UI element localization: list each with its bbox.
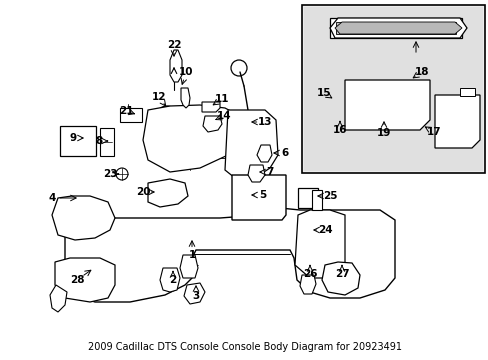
Text: 4: 4 (48, 193, 56, 203)
Bar (83, 142, 93, 153)
Bar (302, 5, 484, 173)
Text: 27: 27 (334, 269, 348, 279)
Polygon shape (257, 145, 271, 162)
Circle shape (334, 107, 345, 117)
Polygon shape (65, 208, 394, 302)
Text: 22: 22 (166, 40, 181, 50)
Bar (302, 218, 331, 232)
Polygon shape (345, 80, 429, 130)
Polygon shape (180, 255, 198, 278)
Polygon shape (181, 88, 190, 108)
Polygon shape (170, 50, 182, 82)
Circle shape (230, 60, 246, 76)
Polygon shape (183, 283, 204, 304)
Text: 7: 7 (266, 167, 273, 177)
Text: 11: 11 (214, 94, 229, 104)
Text: 9: 9 (69, 133, 77, 143)
Polygon shape (160, 268, 180, 292)
Polygon shape (329, 18, 466, 38)
Bar (63, 129, 81, 141)
Text: 15: 15 (316, 88, 330, 98)
Text: 17: 17 (426, 127, 440, 137)
Polygon shape (294, 210, 345, 278)
Text: 14: 14 (216, 111, 231, 121)
Text: 24: 24 (317, 225, 332, 235)
Bar (302, 250, 331, 260)
Polygon shape (335, 22, 455, 34)
Text: 8: 8 (95, 136, 102, 146)
Circle shape (252, 170, 261, 178)
Polygon shape (231, 175, 285, 220)
Polygon shape (55, 258, 115, 302)
Circle shape (156, 106, 178, 128)
Text: 25: 25 (322, 191, 337, 201)
Bar (83, 129, 93, 140)
Text: 1: 1 (188, 250, 195, 260)
Polygon shape (224, 110, 278, 178)
Text: 19: 19 (376, 128, 390, 138)
Polygon shape (60, 126, 96, 156)
Polygon shape (247, 165, 264, 182)
Bar (327, 268, 347, 280)
Bar (299, 190, 309, 198)
Text: 3: 3 (192, 291, 199, 301)
Bar (120, 108, 142, 122)
Polygon shape (297, 188, 317, 208)
Text: 28: 28 (70, 275, 84, 285)
Polygon shape (434, 95, 479, 148)
Text: 10: 10 (179, 67, 193, 77)
Bar (327, 282, 347, 290)
Polygon shape (52, 196, 115, 240)
Bar (63, 129, 81, 153)
Polygon shape (50, 285, 67, 312)
Polygon shape (299, 275, 315, 294)
Polygon shape (459, 88, 474, 96)
Bar (299, 200, 309, 206)
Circle shape (162, 112, 172, 122)
Polygon shape (202, 102, 220, 112)
Text: 18: 18 (414, 67, 428, 77)
Text: 2: 2 (169, 275, 176, 285)
Polygon shape (203, 116, 222, 132)
Polygon shape (148, 179, 187, 207)
Polygon shape (311, 190, 321, 210)
Text: 12: 12 (151, 92, 166, 102)
Text: 23: 23 (102, 169, 117, 179)
Bar (302, 234, 331, 248)
Text: 16: 16 (332, 125, 346, 135)
Polygon shape (329, 18, 461, 38)
Polygon shape (334, 22, 461, 34)
Text: 5: 5 (259, 190, 266, 200)
Text: 2009 Cadillac DTS Console Console Body Diagram for 20923491: 2009 Cadillac DTS Console Console Body D… (87, 342, 401, 352)
Bar (100, 128, 114, 156)
Bar (304, 7, 482, 171)
Text: 13: 13 (257, 117, 272, 127)
Text: 26: 26 (302, 269, 317, 279)
Polygon shape (142, 105, 240, 172)
Polygon shape (321, 262, 359, 295)
Text: 6: 6 (281, 148, 288, 158)
Text: 20: 20 (136, 187, 150, 197)
Circle shape (116, 168, 128, 180)
Text: 21: 21 (119, 106, 133, 116)
